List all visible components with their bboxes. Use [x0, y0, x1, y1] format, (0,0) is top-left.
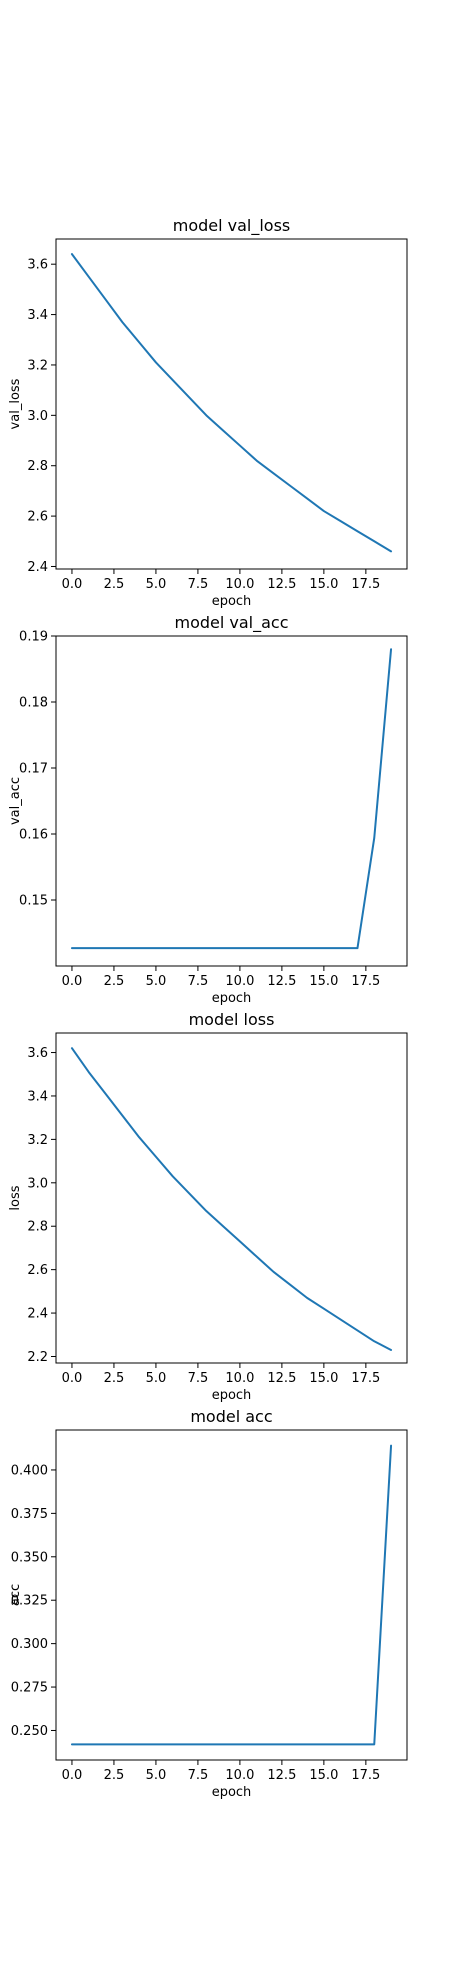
y-tick-label: 3.6 [27, 258, 48, 273]
axes-frame [55, 635, 408, 967]
series-line [70, 1047, 393, 1351]
x-tick-label: 12.5 [267, 974, 296, 989]
x-axis-label: epoch [212, 991, 252, 1006]
x-axis-label: epoch [212, 1785, 252, 1800]
chart-4: model acc 0.0 2.5 5.0 7.5 10.0 12.5 15.0 17.5 0.2… [8, 1407, 408, 1800]
y-tick-label: 2.2 [27, 1350, 48, 1365]
x-tick-label: 10.0 [225, 974, 254, 989]
y-tick-label: 0.275 [11, 1681, 48, 1696]
x-tick-label: 15.0 [309, 1768, 338, 1783]
series-line [70, 253, 393, 553]
chart-title: model loss [189, 1010, 275, 1029]
y-tick-label: 0.15 [19, 894, 48, 909]
y-tick-label: 2.4 [27, 1307, 48, 1322]
y-tick-label: 0.375 [11, 1507, 48, 1522]
x-axis-label: epoch [212, 1388, 252, 1403]
x-tick-label: 2.5 [104, 1371, 125, 1386]
x-tick-label: 10.0 [225, 1371, 254, 1386]
x-tick-label: 7.5 [188, 1371, 209, 1386]
y-tick-label: 2.8 [27, 459, 48, 474]
chart-1: model val_loss 0.0 2.5 5.0 7.5 10.0 12.5 15.0 17… [8, 216, 408, 609]
y-tick-label: 0.18 [19, 696, 48, 711]
y-tick-label: 0.350 [11, 1550, 48, 1565]
x-tick-label: 17.5 [351, 1768, 380, 1783]
y-tick-label: 2.4 [27, 560, 48, 575]
x-tick-label: 15.0 [309, 1371, 338, 1386]
axes-frame [55, 1032, 408, 1364]
chart-title: model val_loss [173, 216, 291, 236]
x-tick-label: 17.5 [351, 1371, 380, 1386]
y-tick-label: 0.250 [11, 1724, 48, 1739]
x-tick-label: 5.0 [146, 1768, 167, 1783]
x-tick-label: 2.5 [104, 577, 125, 592]
x-tick-label: 12.5 [267, 1768, 296, 1783]
chart-2: model val_acc 0.0 2.5 5.0 7.5 10.0 12.5 15.0 17.… [8, 613, 408, 1006]
y-tick-label: 2.6 [27, 1263, 48, 1278]
y-axis-label: val_acc [8, 777, 23, 825]
x-tick-label: 7.5 [188, 974, 209, 989]
series-line [70, 648, 393, 950]
y-tick-label: 2.6 [27, 510, 48, 525]
y-tick-label: 0.17 [19, 762, 48, 777]
x-tick-label: 10.0 [225, 1768, 254, 1783]
x-tick-label: 0.0 [62, 1768, 83, 1783]
x-tick-label: 15.0 [309, 974, 338, 989]
axes-frame [55, 1429, 408, 1761]
x-tick-label: 7.5 [188, 577, 209, 592]
x-tick-label: 17.5 [351, 577, 380, 592]
x-axis-label: epoch [212, 594, 252, 609]
y-axis-label: val_loss [8, 378, 23, 429]
x-tick-label: 12.5 [267, 1371, 296, 1386]
series-line [70, 1444, 393, 1746]
y-tick-label: 0.16 [19, 828, 48, 843]
chart-title: model acc [190, 1407, 272, 1426]
y-axis-label: acc [8, 1584, 23, 1606]
y-tick-label: 3.4 [27, 1089, 48, 1104]
y-tick-label: 3.0 [27, 1176, 48, 1191]
y-tick-label: 0.325 [11, 1594, 48, 1609]
y-tick-label: 0.19 [19, 630, 48, 645]
chart-title: model val_acc [174, 613, 288, 633]
x-tick-label: 5.0 [146, 974, 167, 989]
axes-frame [55, 238, 408, 570]
x-tick-label: 2.5 [104, 974, 125, 989]
y-tick-label: 3.2 [27, 1133, 48, 1148]
y-axis-label: loss [8, 1185, 23, 1210]
x-tick-label: 0.0 [62, 974, 83, 989]
x-tick-label: 12.5 [267, 577, 296, 592]
x-tick-label: 0.0 [62, 577, 83, 592]
y-tick-label: 3.0 [27, 409, 48, 424]
y-tick-label: 0.400 [11, 1463, 48, 1478]
x-tick-label: 17.5 [351, 974, 380, 989]
x-tick-label: 2.5 [104, 1768, 125, 1783]
x-tick-label: 5.0 [146, 577, 167, 592]
chart-3: model loss 0.0 2.5 5.0 7.5 10.0 12.5 15.0 17.5 2.… [8, 1010, 408, 1403]
y-tick-label: 3.4 [27, 308, 48, 323]
x-tick-label: 15.0 [309, 577, 338, 592]
x-tick-label: 7.5 [188, 1768, 209, 1783]
x-tick-label: 0.0 [62, 1371, 83, 1386]
x-tick-label: 5.0 [146, 1371, 167, 1386]
y-tick-label: 3.2 [27, 358, 48, 373]
y-tick-label: 3.6 [27, 1046, 48, 1061]
y-tick-label: 0.300 [11, 1637, 48, 1652]
y-tick-label: 2.8 [27, 1220, 48, 1235]
x-tick-label: 10.0 [225, 577, 254, 592]
